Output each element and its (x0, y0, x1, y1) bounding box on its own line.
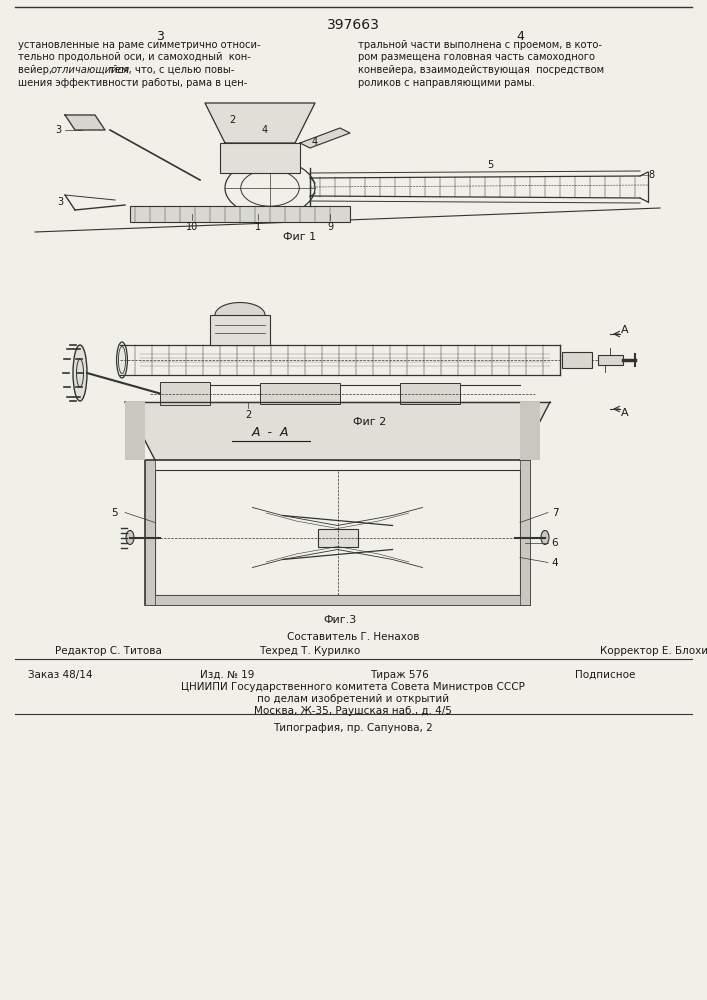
Bar (520, 460, 530, 605)
Text: 5: 5 (487, 160, 493, 170)
Polygon shape (300, 128, 350, 148)
Text: A: A (621, 325, 629, 335)
Text: 2: 2 (245, 410, 251, 420)
Text: 4: 4 (262, 125, 268, 135)
Bar (220, 143, 300, 173)
Text: Типография, пр. Сапунова, 2: Типография, пр. Сапунова, 2 (273, 723, 433, 733)
Ellipse shape (388, 516, 397, 560)
Text: Москва, Ж-35, Раушская наб., д. 4/5: Москва, Ж-35, Раушская наб., д. 4/5 (254, 706, 452, 716)
Text: 5: 5 (112, 508, 118, 518)
Ellipse shape (541, 530, 549, 544)
Polygon shape (65, 115, 105, 130)
Bar (520, 402, 540, 460)
Text: установленные на раме симметрично относи-: установленные на раме симметрично относи… (18, 40, 261, 50)
Ellipse shape (126, 530, 134, 544)
Text: Заказ 48/14: Заказ 48/14 (28, 670, 93, 680)
Text: Фиг.3: Фиг.3 (323, 615, 356, 625)
Text: вейер,: вейер, (18, 65, 55, 75)
Text: 4: 4 (551, 558, 559, 568)
Text: 3: 3 (55, 125, 61, 135)
Text: 10: 10 (186, 222, 198, 232)
Text: Фиг 2: Фиг 2 (354, 417, 387, 427)
Text: Фиг 1: Фиг 1 (284, 232, 317, 242)
Bar (317, 528, 358, 546)
Text: тем, что, с целью повы-: тем, что, с целью повы- (106, 65, 234, 75)
Bar (145, 595, 530, 605)
Ellipse shape (278, 516, 287, 560)
Bar (210, 315, 270, 345)
Text: 4: 4 (516, 30, 524, 43)
Text: шения эффективности работы, рама в цен-: шения эффективности работы, рама в цен- (18, 78, 247, 88)
Text: Тираж 576: Тираж 576 (370, 670, 428, 680)
Text: 9: 9 (327, 222, 333, 232)
Bar (598, 355, 623, 365)
Polygon shape (125, 402, 550, 460)
Text: Составитель Г. Ненахов: Составитель Г. Ненахов (287, 632, 419, 642)
Text: 3: 3 (57, 197, 63, 207)
Text: по делам изобретений и открытий: по делам изобретений и открытий (257, 694, 449, 704)
Bar (562, 352, 592, 368)
Text: 397663: 397663 (327, 18, 380, 32)
Bar (155, 470, 520, 595)
Text: ром размещена головная часть самоходного: ром размещена головная часть самоходного (358, 52, 595, 62)
Text: Редактор С. Титова: Редактор С. Титова (55, 646, 162, 656)
Text: 4: 4 (312, 137, 318, 147)
Bar (260, 383, 340, 404)
Text: 1: 1 (255, 222, 261, 232)
Text: Техред Т. Курилко: Техред Т. Курилко (259, 646, 361, 656)
Text: отличающийся: отличающийся (50, 65, 129, 75)
Text: Корректор Е. Блохина: Корректор Е. Блохина (600, 646, 707, 656)
Text: 7: 7 (551, 508, 559, 518)
Text: тральной части выполнена с проемом, в кото-: тральной части выполнена с проемом, в ко… (358, 40, 602, 50)
Text: роликов с направляющими рамы.: роликов с направляющими рамы. (358, 78, 535, 88)
Text: конвейера, взаимодействующая  посредством: конвейера, взаимодействующая посредством (358, 65, 604, 75)
Text: 8: 8 (648, 170, 654, 180)
Text: 2: 2 (229, 115, 235, 125)
Text: ЦНИИПИ Государственного комитета Совета Министров СССР: ЦНИИПИ Государственного комитета Совета … (181, 682, 525, 692)
Bar (130, 206, 350, 222)
Ellipse shape (215, 302, 265, 328)
Text: тельно продольной оси, и самоходный  кон-: тельно продольной оси, и самоходный кон- (18, 52, 251, 62)
Ellipse shape (117, 342, 127, 378)
Text: Изд. № 19: Изд. № 19 (200, 670, 255, 680)
Text: 6: 6 (551, 538, 559, 548)
Text: 3: 3 (156, 30, 164, 43)
Bar (145, 460, 530, 605)
Ellipse shape (73, 345, 87, 401)
Text: Подписное: Подписное (575, 670, 636, 680)
Text: A  -  A: A - A (251, 426, 288, 440)
Polygon shape (205, 103, 315, 143)
Bar (125, 402, 145, 460)
Bar (160, 382, 210, 405)
Bar (145, 460, 155, 605)
Text: A: A (621, 408, 629, 418)
Bar (400, 383, 460, 404)
